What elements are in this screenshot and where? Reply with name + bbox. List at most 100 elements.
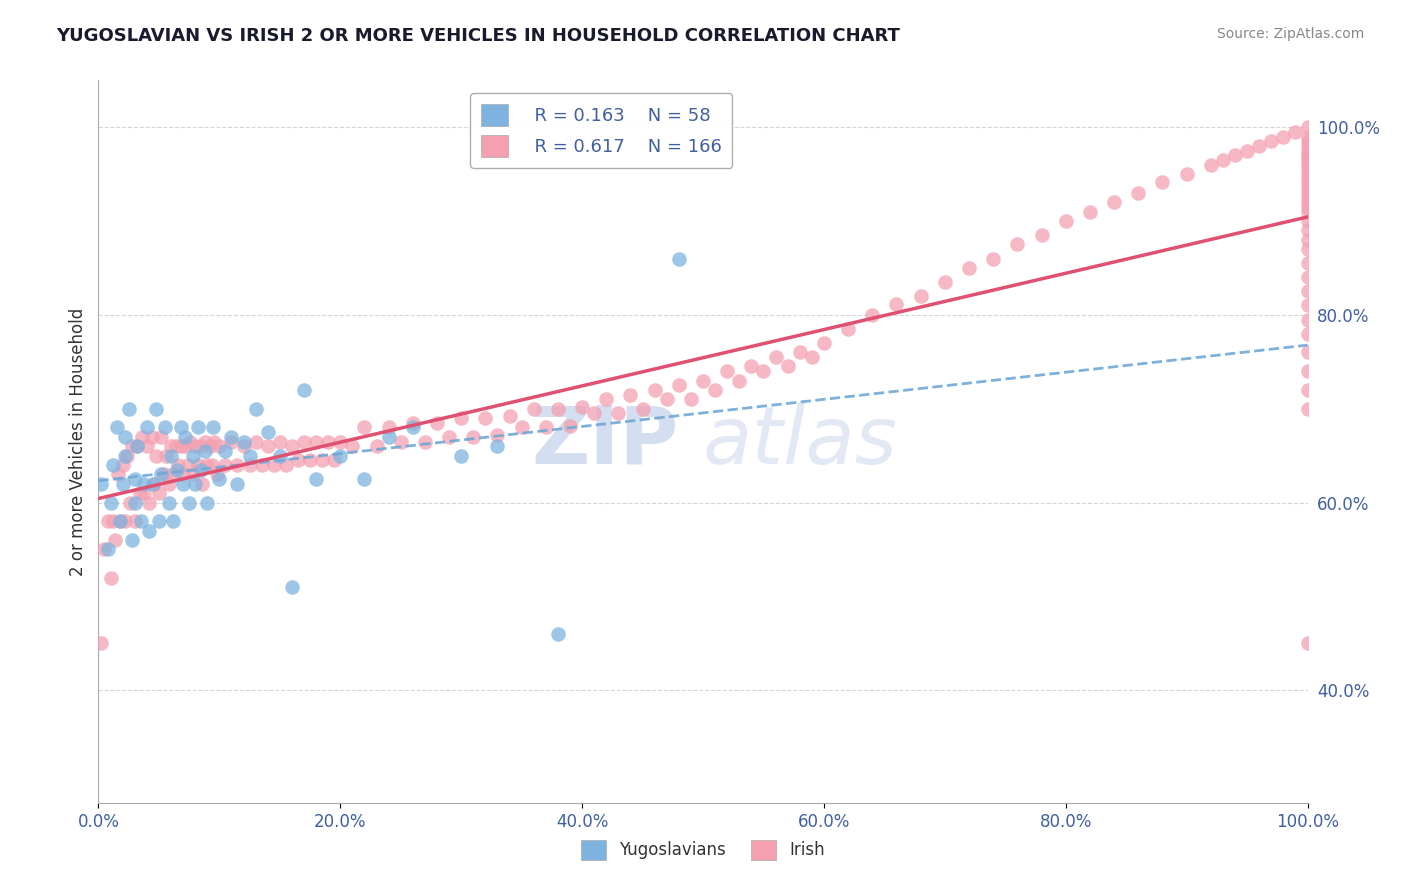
Point [752, 364, 775, 378]
Point [813, 336, 835, 351]
Point [886, 296, 908, 310]
Point [1296, 233, 1319, 247]
Point [1296, 256, 1319, 270]
Point [155, 449, 177, 463]
Point [1296, 383, 1319, 397]
Point [1236, 144, 1258, 158]
Point [377, 420, 399, 434]
Point [655, 392, 678, 407]
Point [1128, 186, 1150, 200]
Point [1272, 129, 1295, 144]
Point [194, 444, 217, 458]
Point [269, 434, 291, 449]
Point [510, 420, 533, 434]
Point [1296, 345, 1319, 359]
Point [1296, 171, 1319, 186]
Text: atlas: atlas [703, 402, 898, 481]
Point [571, 400, 593, 414]
Point [800, 350, 823, 364]
Point [402, 420, 425, 434]
Point [1296, 144, 1319, 158]
Point [138, 524, 160, 538]
Point [148, 486, 170, 500]
Legend: Yugoslavians, Irish: Yugoslavians, Irish [574, 833, 832, 867]
Point [101, 458, 124, 472]
Point [1199, 158, 1222, 172]
Point [221, 430, 243, 444]
Point [1296, 401, 1319, 416]
Point [124, 514, 146, 528]
Point [142, 476, 165, 491]
Point [523, 401, 546, 416]
Point [1296, 200, 1319, 214]
Point [1031, 228, 1053, 243]
Point [789, 345, 811, 359]
Point [486, 439, 509, 453]
Point [135, 439, 157, 453]
Point [1260, 134, 1282, 148]
Point [121, 439, 143, 453]
Point [547, 627, 569, 641]
Point [287, 453, 309, 467]
Point [486, 428, 509, 442]
Point [1249, 139, 1271, 153]
Point [607, 406, 630, 420]
Text: YUGOSLAVIAN VS IRISH 2 OR MORE VEHICLES IN HOUSEHOLD CORRELATION CHART: YUGOSLAVIAN VS IRISH 2 OR MORE VEHICLES … [56, 27, 900, 45]
Point [1296, 285, 1319, 299]
Point [1296, 158, 1319, 172]
Point [245, 434, 267, 449]
Point [100, 571, 122, 585]
Point [1296, 150, 1319, 164]
Point [174, 430, 197, 444]
Point [1296, 270, 1319, 285]
Point [204, 434, 226, 449]
Point [181, 467, 204, 482]
Point [1284, 125, 1306, 139]
Point [256, 439, 278, 453]
Point [124, 495, 146, 509]
Point [198, 439, 221, 453]
Point [765, 350, 787, 364]
Point [269, 449, 291, 463]
Point [118, 401, 141, 416]
Point [1296, 162, 1319, 177]
Point [127, 439, 149, 453]
Point [256, 425, 278, 439]
Point [377, 430, 399, 444]
Point [668, 378, 690, 392]
Point [1296, 139, 1319, 153]
Point [134, 476, 156, 491]
Point [1296, 153, 1319, 167]
Point [837, 322, 859, 336]
Point [90, 476, 112, 491]
Point [1296, 181, 1319, 195]
Point [329, 449, 352, 463]
Point [1175, 167, 1198, 181]
Point [187, 458, 209, 472]
Point [150, 430, 173, 444]
Point [174, 439, 197, 453]
Point [692, 374, 714, 388]
Point [201, 458, 224, 472]
Point [1223, 148, 1246, 162]
Point [114, 514, 136, 528]
Point [145, 401, 167, 416]
Point [534, 420, 557, 434]
Point [1296, 167, 1319, 181]
Point [107, 467, 129, 482]
Point [413, 434, 436, 449]
Point [239, 458, 262, 472]
Point [292, 434, 315, 449]
Point [157, 495, 180, 509]
Point [232, 434, 254, 449]
Point [108, 514, 131, 528]
Point [124, 472, 146, 486]
Point [934, 275, 956, 289]
Text: Source: ZipAtlas.com: Source: ZipAtlas.com [1216, 27, 1364, 41]
Point [114, 430, 136, 444]
Point [281, 439, 304, 453]
Point [437, 430, 460, 444]
Point [165, 439, 187, 453]
Point [1296, 120, 1319, 135]
Point [716, 364, 738, 378]
